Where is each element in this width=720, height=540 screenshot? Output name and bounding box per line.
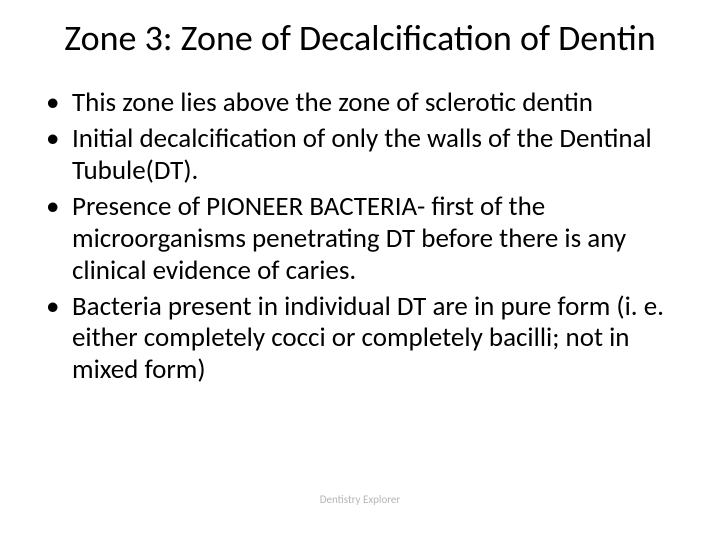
list-item: Presence of PIONEER BACTERIA- first of t… bbox=[68, 191, 680, 287]
watermark-text: Dentistry Explorer bbox=[320, 493, 401, 506]
list-item: Initial decalcification of only the wall… bbox=[68, 123, 680, 187]
list-item: This zone lies above the zone of sclerot… bbox=[68, 87, 680, 119]
slide-title: Zone 3: Zone of Decalcification of Denti… bbox=[40, 18, 680, 59]
slide-container: Zone 3: Zone of Decalcification of Denti… bbox=[0, 0, 720, 540]
list-item: Bacteria present in individual DT are in… bbox=[68, 291, 680, 387]
bullet-list: This zone lies above the zone of sclerot… bbox=[40, 87, 680, 386]
